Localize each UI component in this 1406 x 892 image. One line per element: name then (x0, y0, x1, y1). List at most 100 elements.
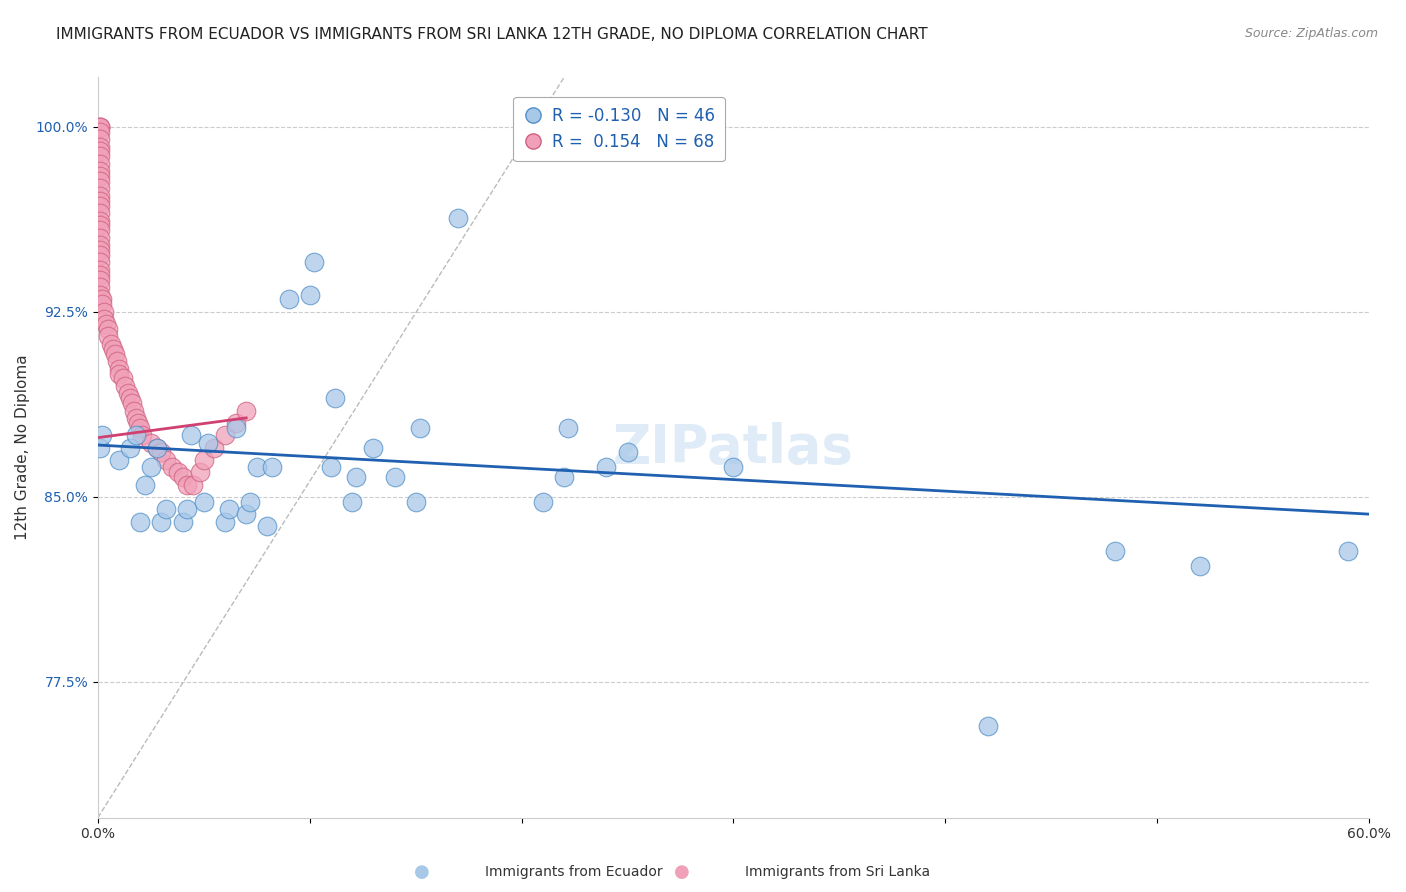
Point (146, 441, 169, 455)
Point (595, 460, 617, 475)
Point (214, 428, 236, 442)
Point (976, 719, 998, 733)
Point (129, 515, 152, 529)
Text: Source: ZipAtlas.com: Source: ZipAtlas.com (1244, 27, 1378, 40)
Point (302, 255, 325, 269)
Point (118, 391, 141, 405)
Point (114, 379, 136, 393)
Point (89, 194, 111, 208)
Point (91, 428, 114, 442)
Point (89, 199, 111, 213)
Text: Immigrants from Sri Lanka: Immigrants from Sri Lanka (745, 865, 931, 880)
Point (155, 502, 177, 516)
Point (91, 293, 114, 307)
Point (89, 157, 111, 171)
Point (96, 317, 118, 331)
Point (131, 428, 153, 442)
Point (108, 453, 131, 467)
Point (89, 181, 111, 195)
Point (89, 273, 111, 287)
Text: Immigrants from Ecuador: Immigrants from Ecuador (485, 865, 662, 880)
Point (180, 428, 202, 442)
Point (176, 477, 198, 491)
Point (319, 460, 342, 475)
Point (93, 312, 115, 326)
Point (146, 441, 169, 455)
Point (155, 453, 177, 467)
Point (101, 342, 124, 356)
Point (181, 477, 204, 491)
Point (97, 329, 120, 343)
Point (121, 396, 143, 410)
Point (100, 337, 122, 351)
Point (167, 465, 190, 479)
Point (172, 470, 194, 484)
Point (89, 145, 111, 159)
Point (89, 213, 111, 227)
Text: ZIPatlas: ZIPatlas (613, 422, 853, 474)
Point (134, 477, 156, 491)
Point (150, 445, 173, 459)
Point (188, 465, 211, 479)
Point (89, 120, 111, 134)
Point (214, 515, 236, 529)
Point (298, 287, 321, 301)
Point (277, 293, 299, 307)
Point (89, 280, 111, 294)
Point (553, 470, 575, 484)
Point (172, 515, 194, 529)
Point (176, 502, 198, 516)
Point (363, 441, 385, 455)
Point (235, 507, 257, 521)
Point (89, 255, 111, 269)
Point (260, 460, 283, 475)
Point (89, 223, 111, 237)
Point (89, 169, 111, 183)
Point (557, 421, 579, 435)
Text: ●: ● (413, 863, 430, 881)
Point (89, 120, 111, 134)
Point (89, 120, 111, 134)
Point (1104, 544, 1126, 558)
Point (447, 211, 470, 225)
Point (89, 248, 111, 262)
Text: IMMIGRANTS FROM ECUADOR VS IMMIGRANTS FROM SRI LANKA 12TH GRADE, NO DIPLOMA CORR: IMMIGRANTS FROM ECUADOR VS IMMIGRANTS FR… (56, 27, 928, 42)
Point (405, 495, 427, 509)
Legend: R = -0.130   N = 46, R =  0.154   N = 68: R = -0.130 N = 46, R = 0.154 N = 68 (513, 97, 724, 161)
Point (108, 367, 131, 381)
Text: ●: ● (673, 863, 690, 881)
Point (225, 416, 247, 430)
Point (193, 495, 215, 509)
Point (89, 441, 111, 455)
Point (150, 515, 173, 529)
Point (239, 495, 262, 509)
Point (89, 231, 111, 245)
Point (256, 519, 278, 533)
Point (1337, 544, 1360, 558)
Point (204, 441, 226, 455)
Point (89, 206, 111, 220)
Point (108, 361, 131, 376)
Point (112, 371, 135, 385)
Point (125, 411, 148, 425)
Point (89, 189, 111, 203)
Point (409, 421, 432, 435)
Point (323, 391, 346, 405)
Point (89, 243, 111, 257)
Point (340, 495, 363, 509)
Point (93, 305, 115, 319)
Point (122, 403, 145, 417)
Point (89, 149, 111, 163)
Point (384, 470, 406, 484)
Point (118, 441, 141, 455)
Point (129, 421, 152, 435)
Point (89, 125, 111, 139)
Point (89, 287, 111, 301)
Point (193, 453, 215, 467)
Point (1188, 558, 1211, 573)
Point (723, 460, 745, 475)
Point (89, 238, 111, 252)
Point (531, 495, 554, 509)
Point (235, 403, 257, 417)
Point (117, 386, 139, 401)
